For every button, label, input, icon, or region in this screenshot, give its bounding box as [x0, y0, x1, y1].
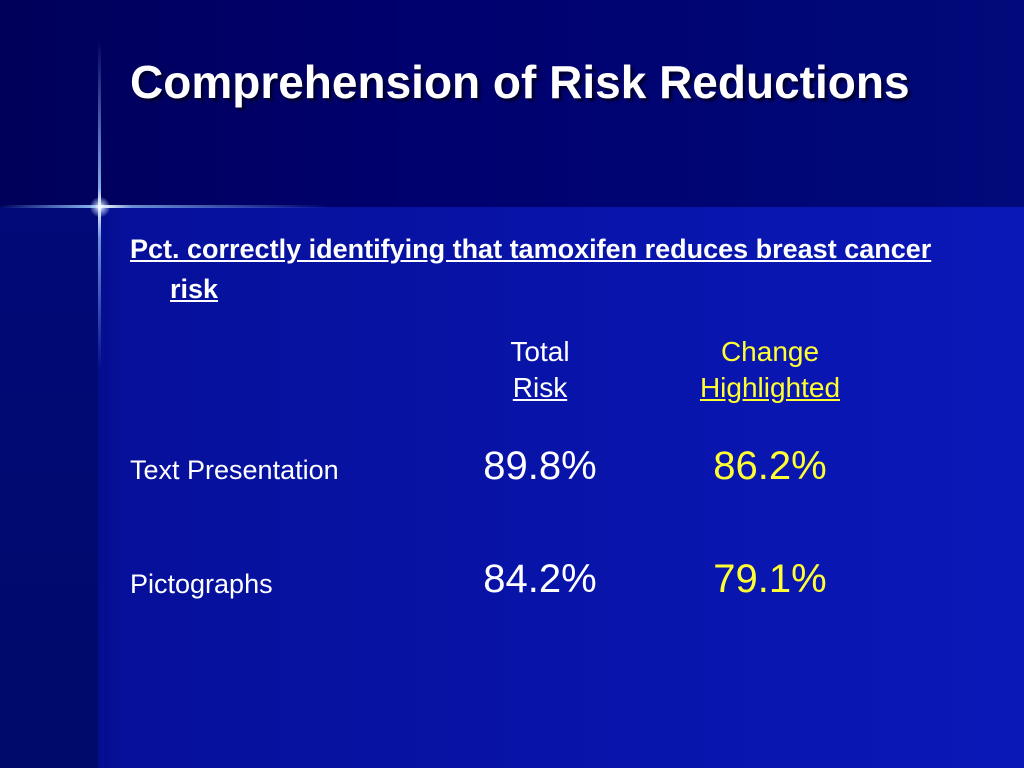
- row-label: Pictographs: [130, 569, 273, 599]
- sparkle-icon: [90, 197, 110, 217]
- column-header-line2: Highlighted: [699, 372, 841, 403]
- column-header-line1: Total: [510, 336, 570, 367]
- row-label: Text Presentation: [130, 455, 339, 485]
- column-header-line1: Change: [720, 336, 820, 367]
- column-header-total-risk: Total Risk: [430, 334, 650, 406]
- slide-title: Comprehension of Risk Reductions: [130, 56, 910, 108]
- change-highlighted-value: 79.1%: [713, 557, 827, 601]
- change-highlighted-value: 86.2%: [713, 444, 827, 488]
- column-header-change-highlighted: Change Highlighted: [660, 334, 880, 406]
- title-band: [0, 0, 1024, 207]
- left-strip: [0, 207, 98, 768]
- column-header-line2: Risk: [512, 372, 568, 403]
- total-risk-value: 84.2%: [483, 557, 597, 601]
- decorative-horizontal-line: [0, 205, 330, 208]
- slide-subtitle: Pct. correctly identifying that tamoxife…: [130, 234, 932, 304]
- total-risk-value: 89.8%: [483, 444, 597, 488]
